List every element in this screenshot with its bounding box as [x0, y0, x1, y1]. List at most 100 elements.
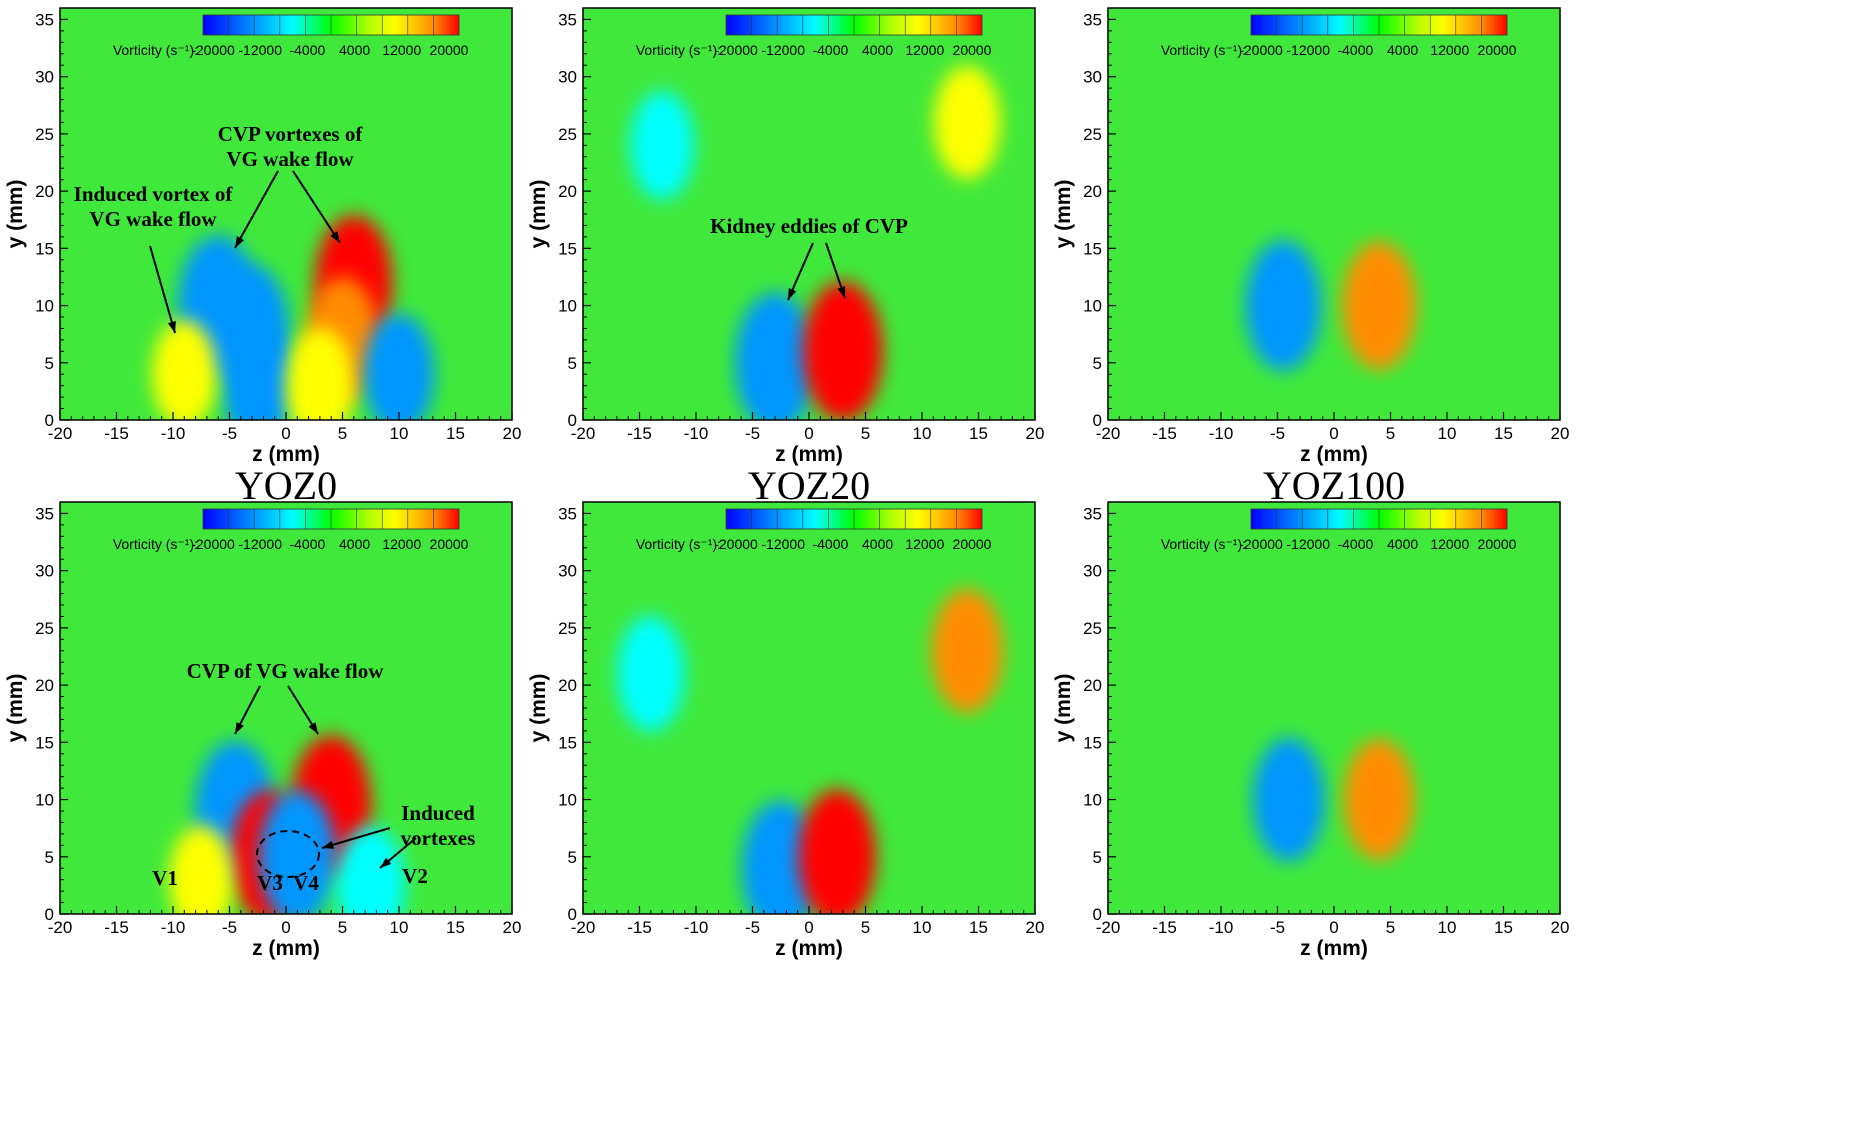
x-tick-label: -15	[627, 918, 652, 937]
x-tick-label: -10	[161, 424, 186, 443]
colorbar-tick-label: 20000	[430, 42, 469, 58]
y-tick-label: 10	[1083, 297, 1102, 316]
x-tick-label: 0	[1329, 918, 1338, 937]
y-tick-label: 15	[35, 733, 54, 752]
x-axis-title: z (mm)	[1300, 443, 1368, 466]
colorbar-tick-label: 12000	[1430, 42, 1469, 58]
colorbar-label: Vorticity (s⁻¹):	[1161, 536, 1246, 552]
y-tick-label: 25	[35, 619, 54, 638]
y-tick-label: 10	[1083, 791, 1102, 810]
colorbar-tick-label: -20000	[191, 42, 235, 58]
y-tick-label: 30	[558, 562, 577, 581]
y-tick-label: 20	[35, 182, 54, 201]
y-tick-label: 35	[35, 10, 54, 29]
y-tick-label: 0	[45, 411, 54, 430]
colorbar-label: Vorticity (s⁻¹):	[636, 42, 721, 58]
y-tick-label: 5	[1093, 354, 1102, 373]
vortex-region	[1245, 240, 1321, 371]
vortex-region	[735, 292, 816, 420]
colorbar-tick-label: 4000	[339, 42, 370, 58]
colorbar: Vorticity (s⁻¹):-20000 -12000 -4000 4000 120…	[636, 508, 992, 552]
annotation-arrowhead	[235, 722, 244, 734]
y-tick-label: 30	[35, 68, 54, 87]
y-tick-label: 15	[558, 239, 577, 258]
x-axis-title: z (mm)	[775, 443, 843, 466]
colorbar-tick-label: -4000	[812, 536, 848, 552]
y-tick-label: 35	[558, 504, 577, 523]
vortex-region	[152, 319, 217, 420]
x-tick-label: 5	[1386, 918, 1395, 937]
vortex-region	[802, 281, 883, 420]
colorbar: Vorticity (s⁻¹):-20000 -12000 -4000 4000 120…	[113, 14, 469, 58]
x-tick-label: 20	[1551, 918, 1570, 937]
vortex-region	[933, 65, 1001, 180]
x-tick-label: -15	[104, 424, 129, 443]
annotation-text: V1	[152, 866, 178, 890]
x-tick-label: -5	[1270, 424, 1285, 443]
colorbar-tick-label: -20000	[1239, 42, 1283, 58]
x-tick-label: 0	[804, 424, 813, 443]
annotation-text: Induced	[401, 801, 475, 825]
colorbar-tick-label: -12000	[1286, 536, 1330, 552]
panel-top-left: -20 -15 -10 -5 0 5 10 15 20 0 5 10 15 20 25 30 35 z (mm) y…	[4, 7, 521, 466]
y-tick-label: 30	[558, 68, 577, 87]
x-tick-label: -20	[1096, 424, 1121, 443]
colorbar-tick-label: 20000	[1478, 536, 1517, 552]
x-axis-title: z (mm)	[775, 937, 843, 960]
colorbar-tick-label: 20000	[953, 536, 992, 552]
y-tick-label: 25	[35, 125, 54, 144]
x-tick-label: -15	[1152, 918, 1177, 937]
x-tick-label: -5	[745, 424, 760, 443]
panel-bottom-right: -20 -15 -10 -5 0 5 10 15 20 0 5 10 15 20 25 30 35 z (mm) y…	[1052, 501, 1570, 960]
x-tick-label: 15	[969, 424, 988, 443]
colorbar-label: Vorticity (s⁻¹):	[1161, 42, 1246, 58]
colorbar-tick-label: 4000	[339, 536, 370, 552]
x-tick-label: 0	[804, 918, 813, 937]
colorbar: Vorticity (s⁻¹):-20000 -12000 -4000 4000 120…	[1161, 14, 1517, 58]
colorbar-tick-label: -20000	[714, 42, 758, 58]
plane-label: YOZ0	[234, 463, 338, 508]
vortex-region	[1344, 739, 1415, 860]
colorbar-tick-label: 20000	[430, 536, 469, 552]
x-tick-label: 15	[969, 918, 988, 937]
y-tick-label: 5	[568, 354, 577, 373]
vortex-region	[798, 789, 877, 914]
y-tick-label: 10	[35, 297, 54, 316]
colorbar-tick-label: 20000	[953, 42, 992, 58]
x-tick-label: 5	[861, 424, 870, 443]
colorbar-tick-label: -4000	[812, 42, 848, 58]
x-axis-title: z (mm)	[252, 937, 320, 960]
colorbar-tick-label: -4000	[1337, 42, 1373, 58]
x-tick-label: 20	[1026, 424, 1045, 443]
annotation-text: vortexes	[401, 826, 476, 850]
y-tick-label: 30	[1083, 562, 1102, 581]
vortex-region	[616, 615, 685, 732]
panel-bottom-left: -20 -15 -10 -5 0 5 10 15 20 0 5 10 15 20 25 30 35 z (mm) y…	[4, 501, 521, 960]
annotation-arrowhead	[330, 231, 340, 243]
y-tick-label: 30	[35, 562, 54, 581]
x-tick-label: -10	[161, 918, 186, 937]
panel-top-middle: -20 -15 -10 -5 0 5 10 15 20 0 5 10 15 20 25 30 35 z (mm) y…	[527, 7, 1045, 466]
y-axis-title: y (mm)	[527, 180, 550, 249]
x-tick-label: 15	[446, 918, 465, 937]
y-tick-label: 0	[568, 905, 577, 924]
vortex-region	[1253, 737, 1325, 862]
vortex-region	[629, 90, 695, 200]
x-axis-title: z (mm)	[1300, 937, 1368, 960]
y-axis-title: y (mm)	[527, 674, 550, 743]
annotation-text: V3	[257, 871, 283, 895]
x-tick-label: 0	[1329, 424, 1338, 443]
annotation-text: Kidney eddies of CVP	[710, 214, 908, 238]
y-tick-label: 15	[1083, 733, 1102, 752]
x-tick-label: 15	[1494, 424, 1513, 443]
annotation-arrowhead	[380, 857, 392, 868]
annotation-arrowhead	[235, 236, 245, 248]
annotation-text: CVP vortexes of	[218, 122, 364, 146]
x-tick-label: 15	[1494, 918, 1513, 937]
annotation-text: VG wake flow	[226, 147, 354, 171]
x-tick-label: 10	[1438, 918, 1457, 937]
plot-background	[1108, 502, 1560, 914]
colorbar-label: Vorticity (s⁻¹):	[113, 42, 198, 58]
vortex-region	[931, 589, 1003, 713]
